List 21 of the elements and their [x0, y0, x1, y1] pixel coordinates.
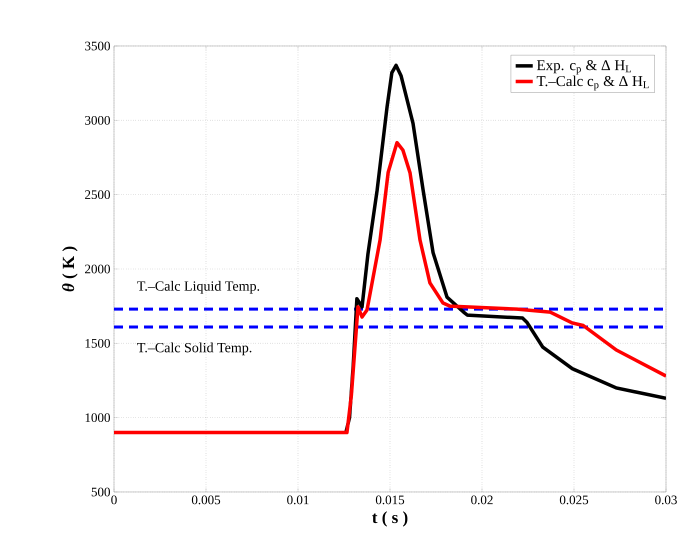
y-tick-label: 1500 — [86, 338, 110, 348]
y-tick-label: 500 — [92, 488, 110, 496]
y-tick-label: 3000 — [85, 116, 110, 125]
y-axis-title: θ ( K ) — [62, 246, 78, 292]
line-series — [114, 140, 666, 434]
y-tick-label: 2500 — [85, 190, 110, 200]
x-tick-label: 0 — [111, 496, 117, 504]
x-tick-label: 0.025 — [560, 496, 588, 504]
x-tick-label: 0.005 — [192, 496, 220, 504]
legend-label: Exp. c$_{p}$ & Δ H$_{L}$ — [536, 60, 631, 74]
x-tick-label: 0.015 — [376, 496, 404, 504]
x-axis-title: t ( s ) — [372, 511, 408, 527]
x-tick-label: 0.03 — [655, 496, 677, 504]
x-tick-label: 0.02 — [471, 496, 493, 504]
legend-label: T.–Calc c$_{p}$ & Δ H$_{L}$ — [536, 76, 649, 90]
x-tick-label: 0.01 — [287, 496, 309, 504]
ref-line-label: T.–Calc Solid Temp. — [137, 342, 252, 356]
y-tick-label: 3500 — [85, 42, 110, 50]
y-tick-label: 1000 — [86, 413, 110, 422]
ref-line-label: T.–Calc Liquid Temp. — [137, 280, 260, 294]
y-tick-label: 2000 — [85, 264, 110, 274]
